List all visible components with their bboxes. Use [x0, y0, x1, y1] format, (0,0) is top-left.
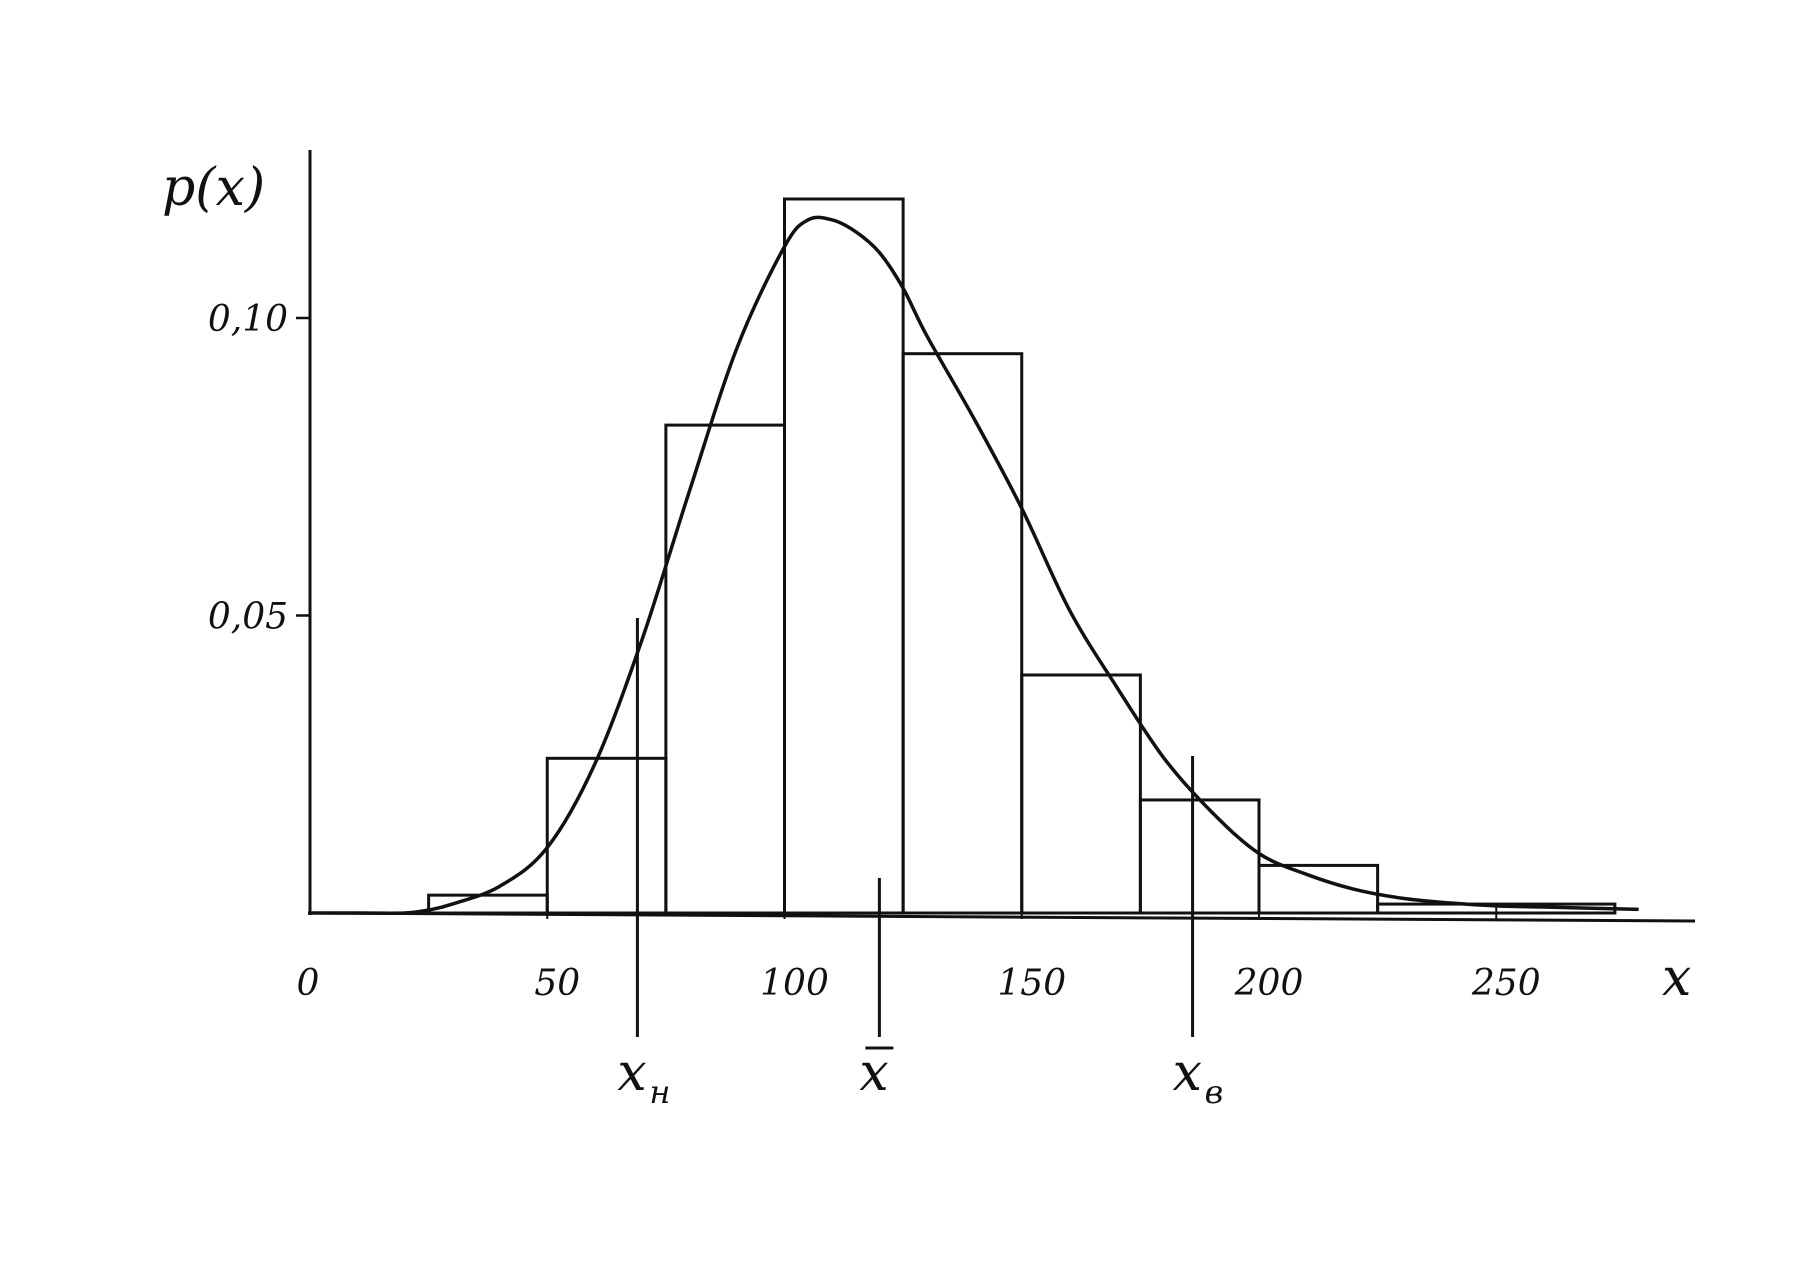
y-axis-title: p(x): [162, 158, 265, 218]
marker-subscript: в: [1205, 1073, 1224, 1111]
x-axis-line: [307, 911, 1696, 923]
y-tick-label: 0,10: [208, 299, 288, 340]
histogram-bars: [427, 197, 1617, 915]
density-curve-layer: [310, 215, 1639, 915]
marker-label: x: [617, 1043, 646, 1103]
axis-ticks: 0 50 100 150 200 250 0,05 0,10: [208, 299, 1541, 1004]
x-tick-label: 100: [760, 963, 829, 1004]
histogram-bar: [1138, 798, 1261, 915]
histogram-bar: [1257, 863, 1380, 915]
histogram-bar: [545, 756, 668, 915]
histogram-bar: [664, 423, 786, 915]
histogram-bar: [427, 893, 549, 915]
x-tick-label: 50: [534, 963, 580, 1004]
marker-label: x: [1173, 1043, 1202, 1103]
x-tick-label: 250: [1471, 963, 1541, 1004]
axes: [307, 150, 1696, 923]
marker-label: x: [859, 1043, 888, 1103]
histogram-bar: [783, 197, 905, 915]
histogram-bar: [901, 352, 1024, 915]
x-tick-label: 200: [1234, 963, 1304, 1004]
density-curve: [310, 215, 1639, 915]
y-tick-label: 0,05: [208, 597, 288, 638]
histogram-bar: [1020, 673, 1142, 915]
x-axis-title: x: [1662, 948, 1691, 1008]
x-tick-label: 0: [297, 963, 320, 1004]
marker-subscript: н: [649, 1073, 670, 1111]
x-tick-label: 150: [997, 963, 1066, 1004]
